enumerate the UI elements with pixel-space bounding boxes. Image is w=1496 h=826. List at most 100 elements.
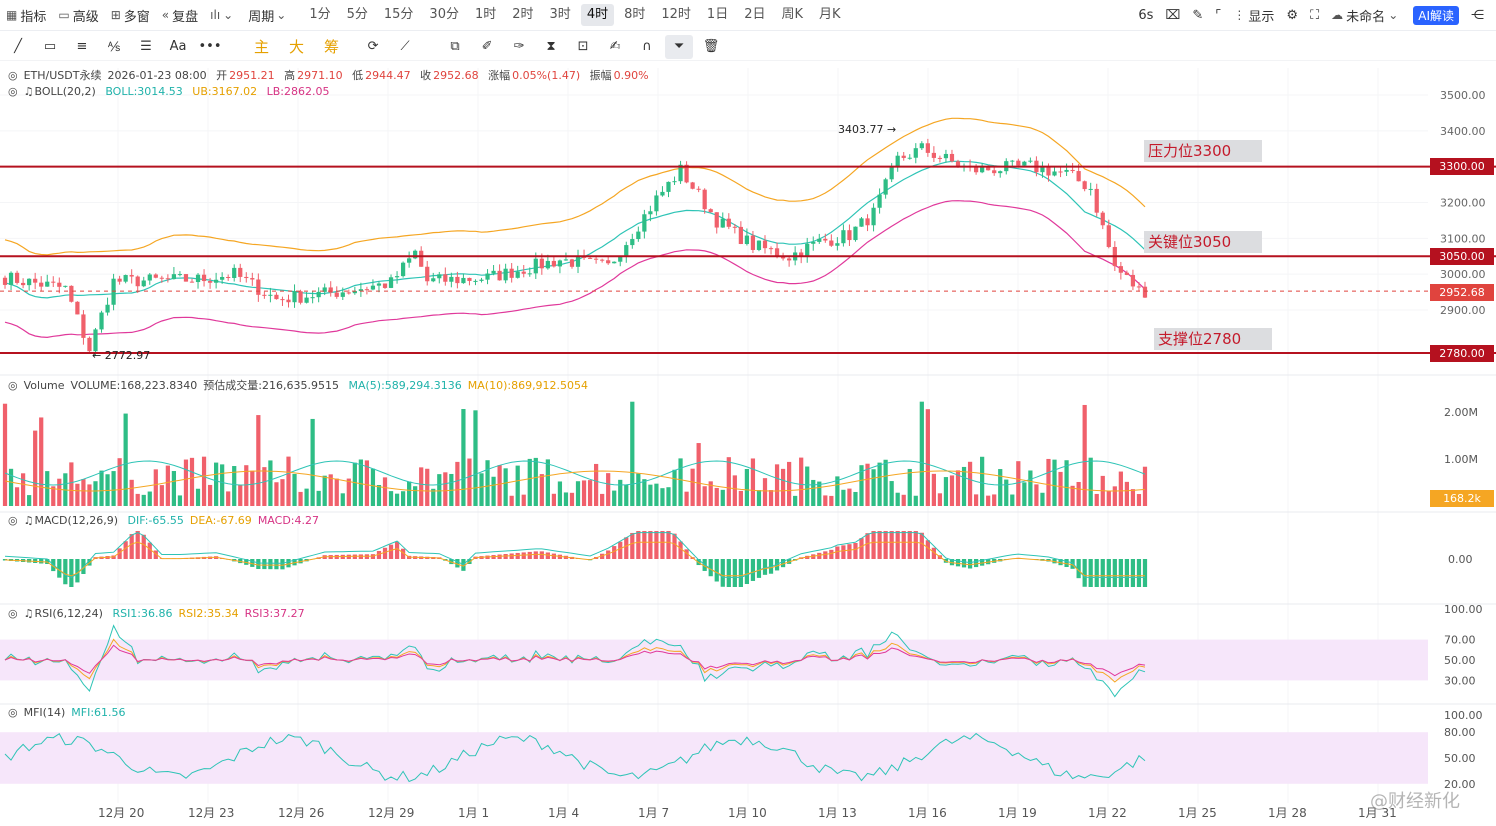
candle-body (123, 275, 128, 282)
candle-body (624, 245, 629, 257)
candle-body (201, 274, 207, 282)
layout-name-dropdown[interactable]: ☁ 未命名 ⌄ (1331, 8, 1399, 25)
volume-bar (238, 484, 243, 506)
macd-bar (925, 540, 930, 559)
tab-period-6[interactable]: 3时 (549, 7, 571, 22)
candle-body (27, 278, 32, 286)
volume-bar (485, 460, 490, 506)
eye-icon[interactable]: ◎ (8, 706, 18, 719)
y-tick-label: 3500.00 (1440, 89, 1486, 102)
tab-period-13[interactable]: 月K (819, 7, 841, 22)
volume-bar (99, 470, 104, 506)
volume-bar (280, 479, 285, 506)
settings-icon[interactable]: ⚙ (1286, 7, 1299, 23)
eye-icon[interactable]: ◎ (8, 514, 18, 527)
tab-period-11[interactable]: 2日 (744, 7, 766, 22)
macd-bar (1130, 559, 1136, 587)
volume-bar (943, 477, 949, 506)
indicators-button[interactable]: ▦ 指标 (6, 8, 47, 25)
macd-bar (630, 532, 635, 559)
trash-icon[interactable]: 🗑 (702, 39, 720, 54)
boll-mid-line (4, 160, 1146, 299)
crop-icon[interactable]: ⌜ (1215, 7, 1222, 23)
text-tool-icon[interactable]: Aa (169, 39, 187, 54)
macd-bar (527, 551, 532, 559)
volume-bar (714, 487, 719, 506)
boll-lower-line (4, 200, 1146, 339)
tab-period-12[interactable]: 周K (781, 7, 804, 22)
ai-analysis-button[interactable]: AI解读 (1407, 4, 1465, 26)
candle-body (575, 256, 581, 267)
tab-period-10[interactable]: 1日 (706, 7, 729, 22)
overlay-chip-0[interactable]: 主 (254, 38, 270, 56)
volume-bar (877, 462, 882, 506)
interval-badge[interactable]: 6s (1138, 7, 1154, 23)
volume-bar (551, 493, 557, 506)
refresh-icon[interactable]: ⟳ (367, 39, 379, 54)
bell-icon[interactable]: ♫ (23, 85, 34, 98)
macd-bar (1094, 559, 1099, 587)
overlay-chip-1[interactable]: 大 (289, 38, 305, 56)
magnet-icon[interactable]: ∩ (642, 39, 652, 54)
multi-window-button[interactable]: ⊞ 多窗 (110, 8, 150, 25)
tab-period-7[interactable]: 4时 (580, 4, 615, 26)
bell-icon[interactable]: ♫ (23, 607, 34, 620)
edit-icon[interactable]: ✍ (609, 39, 621, 54)
tab-period-9[interactable]: 12时 (661, 7, 691, 22)
chart-type-dropdown[interactable]: ılı ⌄ (204, 4, 242, 26)
tab-period-0[interactable]: 1分 (309, 7, 331, 22)
eye-icon[interactable]: ◎ (8, 607, 18, 620)
more-icon[interactable]: ••• (198, 39, 222, 54)
pencil-icon[interactable]: ✎ (1192, 7, 1204, 23)
highlighter-icon[interactable]: ✑ (513, 39, 525, 54)
eye-icon[interactable]: ◎ (8, 69, 18, 82)
candle-body (1028, 160, 1033, 162)
brush-icon[interactable]: ✐ (481, 39, 493, 54)
copy-icon[interactable]: ⧉ (450, 39, 460, 54)
macd-bar (980, 559, 985, 566)
rectangle-tool-icon[interactable]: ▭ (43, 39, 57, 54)
candle-body (1130, 274, 1136, 287)
volume-bar (967, 461, 973, 506)
period-dropdown[interactable]: 周期 ⌄ (248, 8, 287, 25)
parallel-lines-icon[interactable]: ☰ (140, 39, 152, 54)
tab-period-4[interactable]: 1时 (474, 7, 497, 22)
volume-bar (672, 469, 677, 506)
share-icon[interactable]: ⋲ (1471, 7, 1484, 23)
fullscreen-icon[interactable]: ⛶ (1310, 7, 1320, 23)
tab-period-8[interactable]: 8时 (624, 7, 646, 22)
tab-period-5[interactable]: 2时 (512, 7, 534, 22)
display-button[interactable]: ⋮ 显示 (1233, 8, 1275, 25)
volume-bar (539, 474, 544, 506)
eye-icon[interactable]: ◎ (8, 379, 18, 392)
lock-icon[interactable]: ⊡ (577, 39, 589, 54)
advanced-button[interactable]: ▭ 高级 (58, 8, 99, 25)
overlay-chip-2[interactable]: 筹 (324, 38, 340, 56)
horizontal-lines-icon[interactable]: ≡ (76, 39, 88, 54)
macd-bar (835, 546, 840, 559)
camera-icon[interactable]: ⌧ (1165, 7, 1181, 23)
tab-period-3[interactable]: 30分 (429, 7, 459, 22)
x-tick-label: 1月 7 (638, 806, 669, 820)
fib-tool-icon[interactable]: ⅍ (107, 39, 121, 55)
measure-icon[interactable]: ⧗ (546, 39, 556, 54)
level-price-tag: 2780.00 (1430, 345, 1494, 362)
ruler-icon[interactable]: ⟋ (400, 39, 410, 54)
eye-icon[interactable]: ◎ (8, 85, 18, 98)
tab-period-1[interactable]: 5分 (346, 7, 368, 22)
line-tool-icon[interactable]: ╱ (14, 39, 22, 54)
candle-body (1076, 171, 1081, 182)
macd-bar (521, 552, 526, 559)
bell-icon[interactable]: ♫ (23, 514, 34, 527)
kline-chart[interactable]: 3500.00 3400.00 3300.00 3200.00 3100.00 3000.… (0, 63, 1496, 826)
volume-bar (479, 473, 484, 506)
replay-button[interactable]: «复盘 (161, 8, 199, 25)
filter-icon[interactable]: ⏷ (665, 34, 694, 59)
macd-bar (509, 553, 514, 559)
volume-bar (51, 486, 56, 506)
macd-bar (853, 543, 858, 559)
tab-period-2[interactable]: 15分 (383, 7, 414, 22)
candle-body (81, 314, 86, 338)
candle-body (503, 268, 508, 281)
volume-bar (575, 481, 581, 506)
